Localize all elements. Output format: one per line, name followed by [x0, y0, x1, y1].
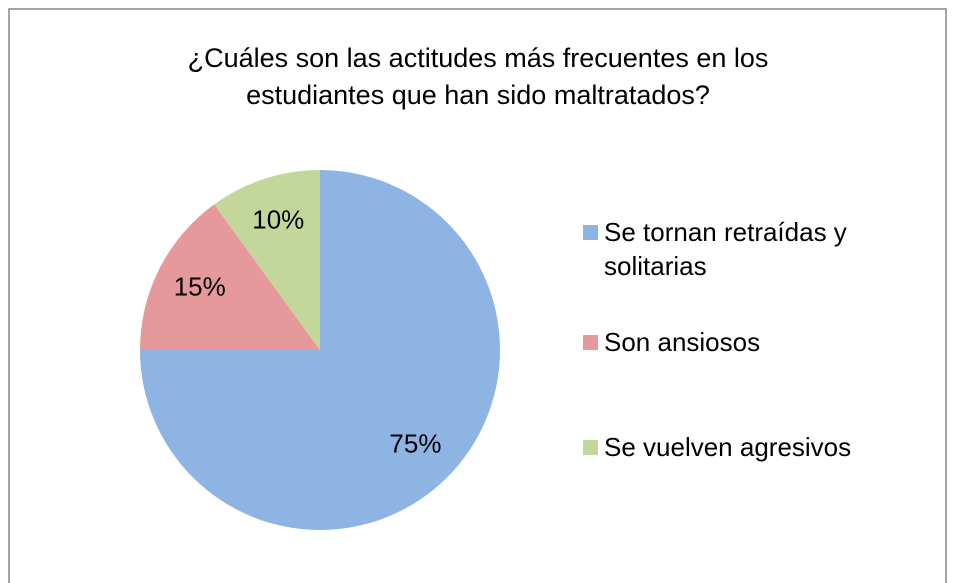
chart-title: estudiantes que han sido maltratados? — [246, 80, 710, 110]
chart-title: ¿Cuáles son las actitudes más frecuentes… — [188, 43, 769, 73]
legend-swatch — [583, 335, 598, 350]
data-label: 75% — [389, 428, 441, 458]
data-label: 15% — [174, 272, 226, 302]
legend-entry: Se tornan retraídas y solitarias — [583, 215, 933, 283]
legend-label: Se tornan retraídas y solitarias — [604, 217, 847, 281]
legend-swatch — [583, 440, 598, 455]
legend-label: Se vuelven agresivos — [604, 432, 852, 462]
pie-slice — [214, 170, 320, 350]
pie-slice — [140, 204, 320, 350]
legend-label: Son ansiosos — [604, 327, 761, 357]
legend-swatch — [583, 225, 598, 240]
data-label: 10% — [252, 204, 304, 234]
legend-entry: Son ansiosos — [583, 325, 933, 359]
legend-entry: Se vuelven agresivos — [583, 430, 933, 464]
